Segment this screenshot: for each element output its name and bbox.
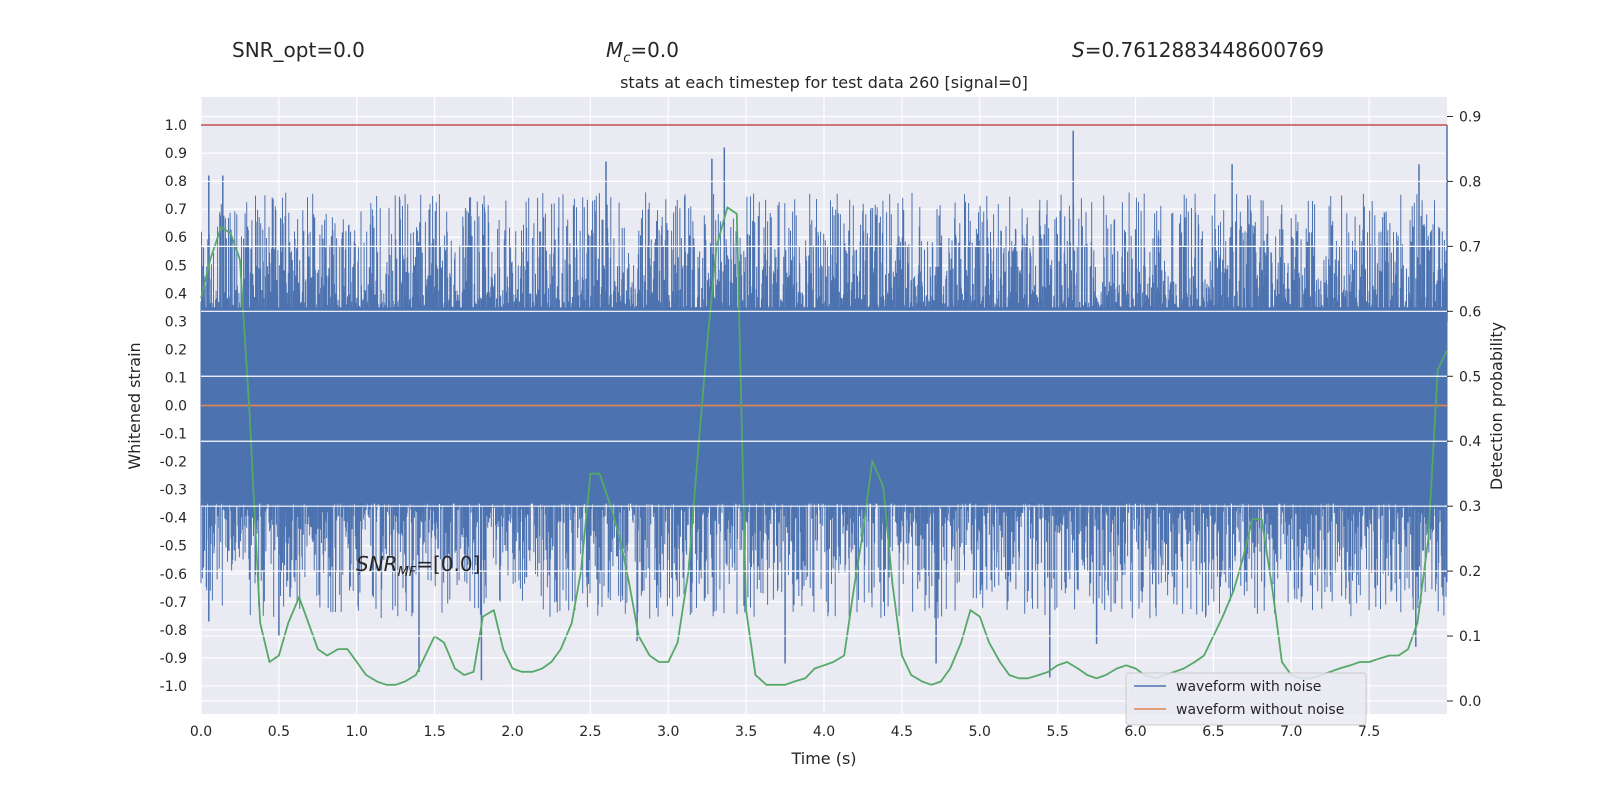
y-axis-label: Whitened strain bbox=[125, 342, 144, 469]
chirp-mass-label: Mc=0.0 bbox=[606, 38, 679, 66]
x-tick-label: 3.0 bbox=[657, 724, 679, 740]
snr-opt-label: SNR_opt=0.0 bbox=[232, 38, 365, 62]
x-tick-label: 7.5 bbox=[1358, 724, 1380, 740]
y-tick-label: -0.9 bbox=[160, 651, 187, 667]
tick-labels: 0.0 0.5 1.0 1.5 2.0 2.5 3.0 3.5 4.0 4.5 5.0 5.5 6.0 6… bbox=[160, 109, 1482, 740]
y2-tick-label: 0.0 bbox=[1459, 694, 1481, 710]
x-axis-label: Time (s) bbox=[790, 749, 856, 768]
y-tick-label: 0.3 bbox=[165, 314, 187, 330]
y-tick-label: 1.0 bbox=[165, 118, 187, 134]
y-tick-label: 0.5 bbox=[165, 258, 187, 274]
snr-mf-annotation: SNRMF=[0.0] bbox=[356, 552, 480, 580]
y-tick-label: 0.8 bbox=[165, 174, 187, 190]
score-value: =0.7612883448600769 bbox=[1084, 38, 1325, 62]
y2-tick-label: 0.1 bbox=[1459, 629, 1481, 645]
x-tick-label: 1.0 bbox=[346, 724, 368, 740]
score-label: S=0.7612883448600769 bbox=[1072, 38, 1324, 62]
y-tick-label: 0.0 bbox=[165, 399, 187, 415]
y2-axis-label: Detection probability bbox=[1487, 322, 1506, 490]
y-tick-label: -0.5 bbox=[160, 539, 187, 555]
y2-tick-label: 0.3 bbox=[1459, 499, 1481, 515]
chirp-mass-subscript: c bbox=[623, 51, 631, 66]
y2-tick-label: 0.4 bbox=[1459, 434, 1481, 450]
chirp-mass-value: =0.0 bbox=[630, 38, 679, 62]
x-tick-label: 1.5 bbox=[423, 724, 445, 740]
y2-tick-label: 0.7 bbox=[1459, 239, 1481, 255]
y-tick-label: 0.2 bbox=[165, 342, 187, 358]
y-tick-label: -0.2 bbox=[160, 455, 187, 471]
chart-title: stats at each timestep for test data 260… bbox=[620, 73, 1028, 92]
y-tick-label: 0.9 bbox=[165, 146, 187, 162]
x-tick-label: 2.0 bbox=[501, 724, 523, 740]
detection-probability-line bbox=[200, 206, 1448, 686]
x-tick-label: 0.0 bbox=[190, 724, 212, 740]
y-tick-label: 0.6 bbox=[165, 230, 187, 246]
y-tick-label: 0.7 bbox=[165, 202, 187, 218]
legend-box bbox=[1125, 672, 1367, 726]
y-tick-label: -0.1 bbox=[160, 427, 187, 443]
x-tick-label: 3.5 bbox=[735, 724, 757, 740]
noise-extreme-spikes bbox=[208, 125, 1448, 681]
y2-tick-label: 0.8 bbox=[1459, 174, 1481, 190]
x-tick-label: 4.0 bbox=[813, 724, 835, 740]
legend-label-clean: waveform without noise bbox=[1176, 702, 1344, 718]
y-tick-label: -0.3 bbox=[160, 483, 187, 499]
x-tick-label: 6.0 bbox=[1124, 724, 1146, 740]
y2-tick-label: 0.5 bbox=[1459, 369, 1481, 385]
y-tick-label: -0.8 bbox=[160, 623, 187, 639]
line-series bbox=[200, 124, 1448, 686]
y2-tick-label: 0.6 bbox=[1459, 304, 1481, 320]
y-tick-label: -0.7 bbox=[160, 595, 187, 611]
y2-tick-label: 0.9 bbox=[1459, 109, 1481, 125]
legend-label-noise: waveform with noise bbox=[1176, 679, 1321, 695]
x-tick-label: 2.5 bbox=[579, 724, 601, 740]
y2-tick-label: 0.2 bbox=[1459, 564, 1481, 580]
x-tick-label: 5.0 bbox=[969, 724, 991, 740]
x-tick-label: 4.5 bbox=[891, 724, 913, 740]
chirp-mass-symbol: M bbox=[606, 38, 624, 62]
x-tick-label: 0.5 bbox=[268, 724, 290, 740]
y-tick-label: -0.6 bbox=[160, 567, 187, 583]
score-symbol: S bbox=[1072, 38, 1085, 62]
y-tick-label: 0.1 bbox=[165, 370, 187, 386]
x-tick-label: 6.5 bbox=[1202, 724, 1224, 740]
legend: waveform with noise waveform without noi… bbox=[1125, 672, 1367, 726]
y-tick-label: 0.4 bbox=[165, 286, 187, 302]
x-tick-label: 5.5 bbox=[1046, 724, 1068, 740]
x-tick-label: 7.0 bbox=[1280, 724, 1302, 740]
y-tick-label: -0.4 bbox=[160, 511, 187, 527]
y-tick-label: -1.0 bbox=[160, 679, 187, 695]
